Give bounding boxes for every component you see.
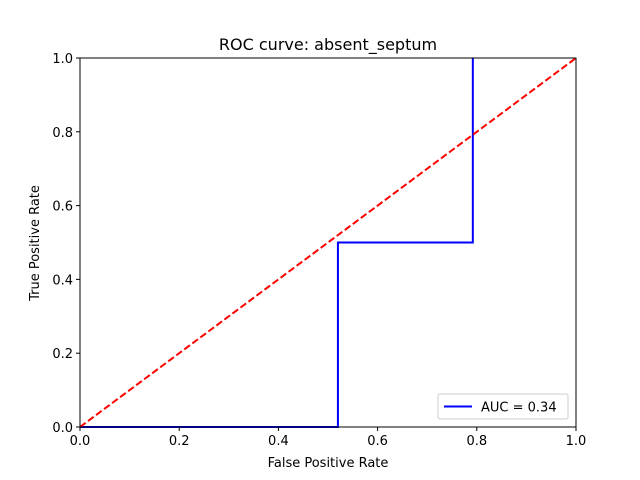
x-tick-label: 0.6 <box>367 434 388 449</box>
y-axis-title: True Positive Rate <box>28 185 43 302</box>
y-tick-label: 0.0 <box>52 421 73 436</box>
x-tick-label: 0.0 <box>70 434 91 449</box>
chance-diagonal-line <box>79 57 577 428</box>
x-tick-label: 0.8 <box>466 434 487 449</box>
y-tick-label: 1.0 <box>52 52 73 67</box>
x-tick-label: 0.4 <box>268 434 289 449</box>
x-axis-title: False Positive Rate <box>268 456 389 471</box>
x-tick-label: 1.0 <box>566 434 587 449</box>
y-tick-label: 0.2 <box>52 347 73 362</box>
legend-label: AUC = 0.34 <box>481 401 557 416</box>
legend-box <box>437 393 569 420</box>
x-tick-label: 0.2 <box>169 434 190 449</box>
y-tick-label: 0.4 <box>52 273 73 288</box>
y-tick-label: 0.8 <box>52 126 73 141</box>
axes-frame <box>79 57 577 428</box>
y-tick-label: 0.6 <box>52 200 73 215</box>
chart-title: ROC curve: absent_septum <box>219 35 437 55</box>
